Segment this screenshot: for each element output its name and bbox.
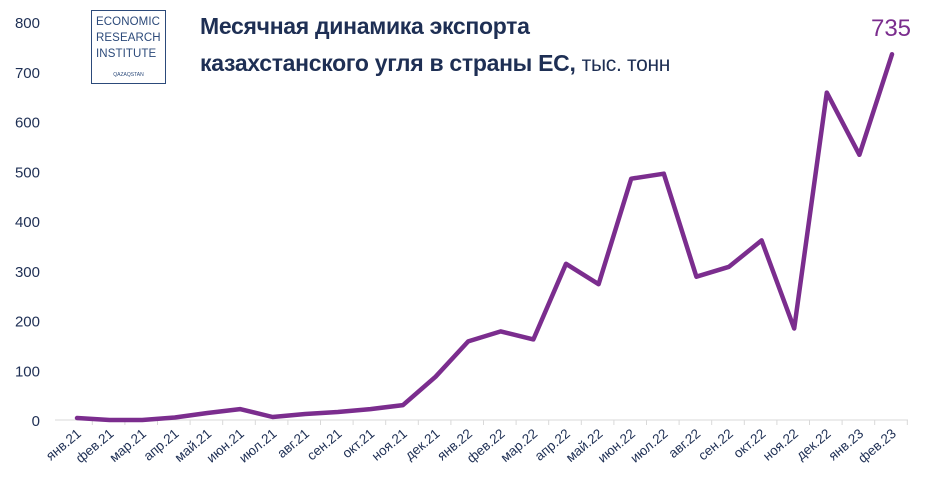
chart-title-line-1: Месячная динамика экспорта	[200, 12, 530, 40]
y-tick-label: 0	[32, 413, 40, 430]
x-tick-label: мар.21	[106, 426, 149, 465]
x-tick-label: сен.22	[695, 426, 736, 464]
x-tick-label: дек.21	[402, 426, 442, 463]
chart-title-main: казахстанского угля в страны ЕС,	[200, 50, 576, 76]
y-tick-label: 300	[15, 264, 40, 281]
logo-line-1: ECONOMIC	[96, 16, 160, 28]
y-tick-label: 600	[15, 115, 40, 132]
logo-line-3: INSTITUTE	[96, 48, 156, 60]
last-value-label: 735	[871, 15, 911, 42]
x-tick-label: мар.22	[498, 426, 541, 465]
x-tick-label: июл.21	[236, 426, 279, 466]
y-tick-label: 800	[15, 15, 40, 32]
x-tick-label: ноя.21	[369, 426, 410, 464]
logo-line-2: RESEARCH	[96, 32, 161, 44]
y-tick-label: 400	[15, 214, 40, 231]
y-tick-label: 100	[15, 363, 40, 380]
y-tick-label: 700	[15, 65, 40, 82]
x-tick-label: дек.22	[793, 426, 833, 463]
logo-subtitle: QAZAQSTAN	[92, 72, 165, 78]
y-tick-label: 200	[15, 314, 40, 331]
chart-title-unit: тыс. тонн	[582, 53, 670, 76]
institute-logo: ECONOMIC RESEARCH INSTITUTE QAZAQSTAN	[91, 10, 166, 84]
x-tick-label: июл.22	[627, 426, 670, 466]
x-tick-label: сен.21	[304, 426, 345, 464]
y-tick-label: 500	[15, 164, 40, 181]
chart-title-line-2: казахстанского угля в страны ЕС, тыс. то…	[200, 49, 670, 79]
x-tick-label: ноя.22	[760, 426, 801, 464]
series-line	[77, 54, 892, 420]
